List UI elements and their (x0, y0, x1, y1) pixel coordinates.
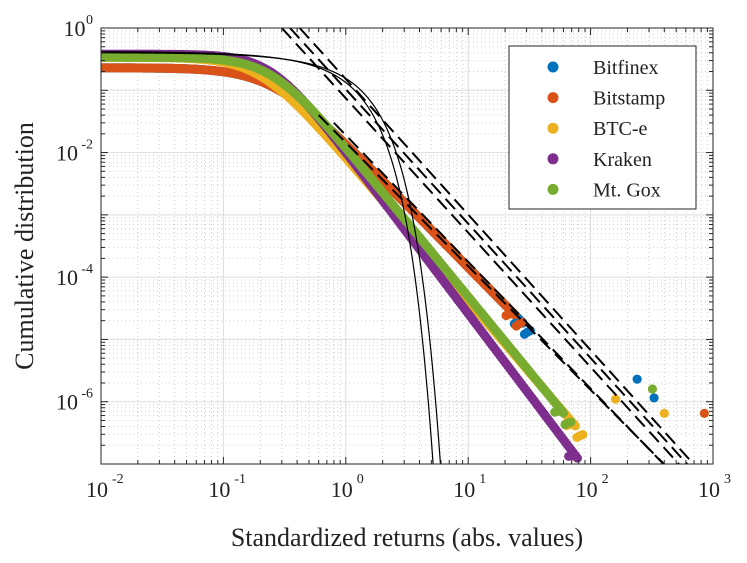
series-mt-gox (101, 52, 658, 430)
outlier-point-btc-e (610, 394, 621, 404)
x-tick-exponent: 2 (602, 472, 609, 487)
data-point-btc-e (578, 430, 588, 440)
outlier-point-bitstamp (699, 408, 709, 418)
x-tick-exponent: -1 (234, 472, 246, 487)
x-tick-label: 10 (208, 477, 230, 502)
y-tick-label: 10 (56, 390, 78, 415)
y-tick-label: 10 (56, 141, 78, 166)
y-tick-exponent: -6 (81, 387, 93, 402)
y-tick-label: 10 (64, 16, 86, 41)
legend-label-bitstamp: Bitstamp (593, 88, 665, 110)
power-law-fit-line (281, 28, 681, 464)
x-tick-label: 10 (86, 477, 108, 502)
fit-lines (101, 28, 695, 464)
outlier-point-btc-e (659, 408, 669, 418)
gaussian-reference-curve (101, 52, 442, 464)
legend-marker-btc-e (547, 122, 559, 134)
power-law-fit-line (298, 28, 695, 464)
legend: Bitfinex Bitstamp BTC-e Kraken Mt. Gox (508, 45, 697, 210)
legend-label-kraken: Kraken (593, 149, 652, 171)
legend-marker-bitfinex (547, 61, 559, 73)
x-tick-exponent: 1 (479, 472, 486, 487)
x-tick-label: 10 (576, 477, 598, 502)
legend-marker-kraken (547, 153, 559, 165)
x-tick-exponent: 0 (357, 472, 364, 487)
outlier-point-mt-gox (647, 384, 658, 394)
y-axis-title: Cumulative distribution (10, 122, 39, 370)
x-tick-exponent: 3 (724, 472, 731, 487)
data-point-kraken (571, 451, 581, 461)
power-law-fit-line (333, 122, 665, 464)
data-point-mt-gox (566, 417, 576, 427)
x-tick-label: 10 (453, 477, 475, 502)
x-tick-label: 10 (331, 477, 353, 502)
outlier-point-bitfinex (649, 393, 659, 403)
legend-label-mt-gox: Mt. Gox (593, 179, 661, 201)
x-axis-title: Standardized returns (abs. values) (231, 523, 583, 552)
legend-marker-bitstamp (547, 92, 559, 104)
y-tick-exponent: -2 (81, 138, 93, 153)
y-tick-label: 10 (56, 265, 78, 290)
data-point-mt-gox (557, 406, 567, 416)
legend-label-btc-e: BTC-e (593, 118, 648, 140)
plot-frame (100, 27, 714, 465)
legend-box (508, 45, 697, 210)
y-tick-exponent: -4 (81, 262, 93, 277)
x-tick-exponent: -2 (112, 472, 124, 487)
legend-marker-mt-gox (547, 183, 559, 195)
legend-label-bitfinex: Bitfinex (593, 57, 659, 79)
y-tick-exponent: 0 (86, 13, 93, 28)
x-tick-label: 10 (698, 477, 720, 502)
outlier-point-bitfinex (632, 374, 642, 384)
